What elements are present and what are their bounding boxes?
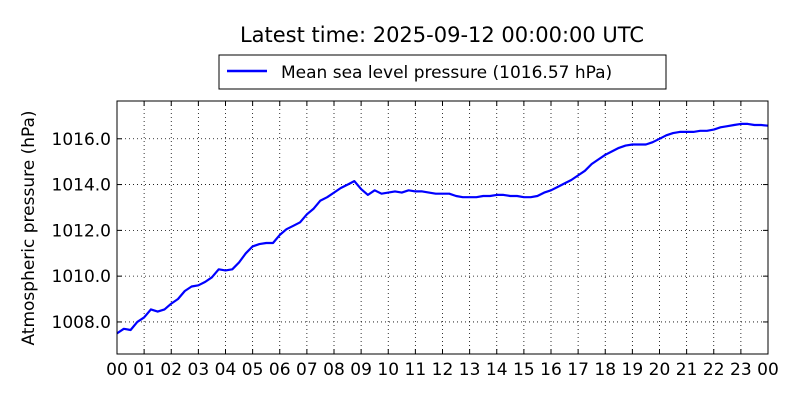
y-axis-label: Atmospheric pressure (hPa)	[19, 110, 39, 345]
x-tick-label: 11	[405, 360, 427, 380]
x-tick-label: 12	[432, 360, 454, 380]
series-layer	[116, 122, 769, 335]
x-tick-label: 10	[377, 360, 399, 380]
chart-title: Latest time: 2025-09-12 00:00:00 UTC	[240, 23, 644, 47]
y-tick-label: 1008.0	[52, 313, 111, 333]
x-tick-label: 23	[730, 360, 752, 380]
x-tick-label: 16	[540, 360, 562, 380]
y-axis-tick-labels: 1008.0 1010.0 1012.0 1014.0 1016.0	[52, 130, 111, 333]
x-tick-label: 18	[594, 360, 616, 380]
y-tick-label: 1010.0	[52, 267, 111, 287]
y-tick-label: 1016.0	[52, 130, 111, 150]
x-tick-label: 08	[323, 360, 345, 380]
y-tick-label: 1014.0	[52, 176, 111, 196]
legend: Mean sea level pressure (1016.57 hPa)	[218, 54, 667, 90]
x-tick-label: 17	[567, 360, 589, 380]
axis-ticks	[116, 101, 769, 354]
x-tick-label: 05	[242, 360, 264, 380]
x-tick-label: 00	[106, 360, 128, 380]
x-tick-label: 04	[215, 360, 237, 380]
series-line-mean-sea-level-pressure	[116, 122, 769, 335]
x-tick-label: 13	[459, 360, 481, 380]
x-tick-label: 01	[133, 360, 155, 380]
x-tick-label: 02	[160, 360, 182, 380]
x-tick-label: 06	[269, 360, 291, 380]
x-tick-label: 03	[188, 360, 210, 380]
x-tick-label: 14	[486, 360, 508, 380]
x-tick-label: 20	[649, 360, 671, 380]
plot-area-frame	[116, 100, 769, 355]
grid-lines	[117, 101, 768, 354]
x-tick-label: 21	[676, 360, 698, 380]
x-tick-label: 19	[622, 360, 644, 380]
x-tick-label: 07	[296, 360, 318, 380]
x-tick-label: 00	[757, 360, 779, 380]
x-axis-tick-labels: 00 01 02 03 04 05 06 07 08 09 10 11 12 13 14 15 16 17 18 19…	[106, 360, 779, 380]
legend-frame	[218, 54, 667, 90]
x-tick-label: 09	[350, 360, 372, 380]
x-tick-label: 22	[703, 360, 725, 380]
legend-label-mean-sea-level-pressure: Mean sea level pressure (1016.57 hPa)	[281, 63, 612, 83]
y-tick-label: 1012.0	[52, 221, 111, 241]
x-tick-label: 15	[513, 360, 535, 380]
